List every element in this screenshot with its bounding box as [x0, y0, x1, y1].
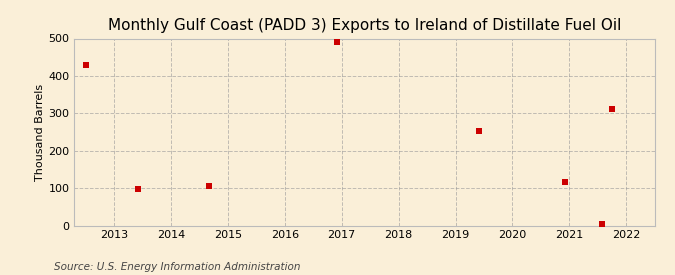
Point [607, 107, 618, 111]
Point [560, 180, 570, 184]
Title: Monthly Gulf Coast (PADD 3) Exports to Ireland of Distillate Fuel Oil: Monthly Gulf Coast (PADD 3) Exports to I… [108, 18, 621, 33]
Point [204, 184, 215, 188]
Text: Source: U.S. Energy Information Administration: Source: U.S. Energy Information Administ… [54, 262, 300, 272]
Point [132, 187, 143, 191]
Point [597, 221, 608, 226]
Point [474, 129, 485, 133]
Y-axis label: Thousand Barrels: Thousand Barrels [36, 83, 45, 181]
Point [80, 62, 91, 67]
Point [332, 40, 343, 45]
